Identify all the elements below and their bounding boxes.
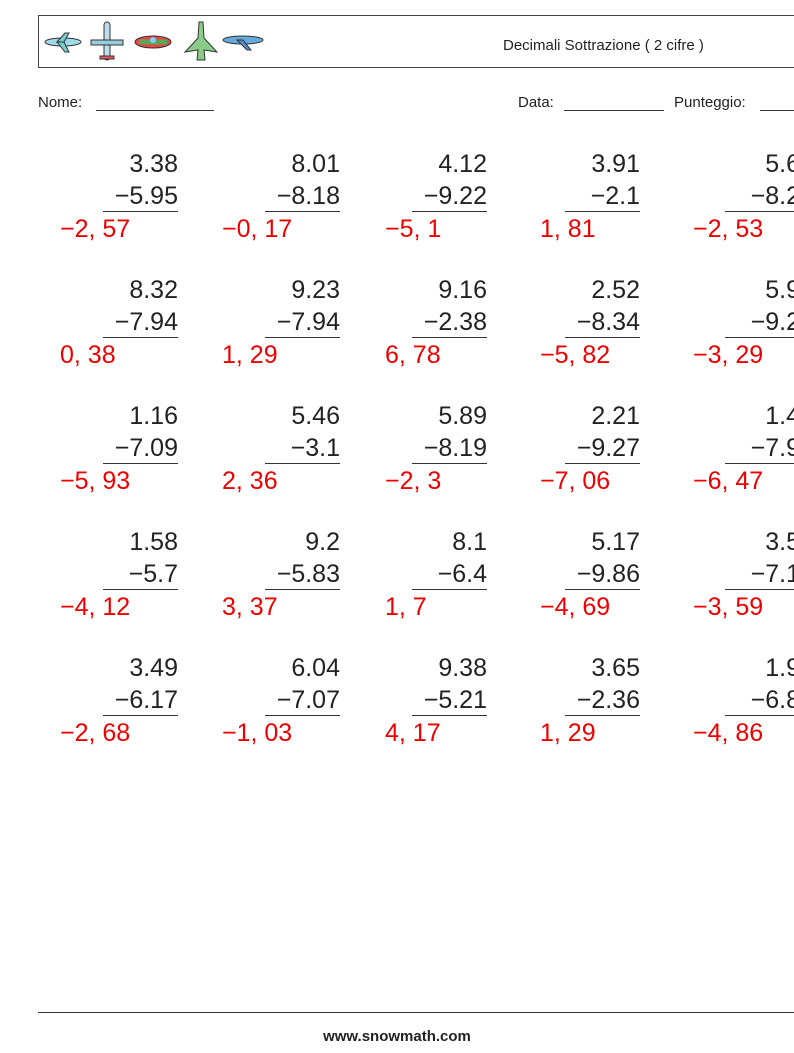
top-number: 6.04 (291, 654, 340, 682)
top-number: 3.65 (591, 654, 640, 682)
top-number: 9.23 (291, 276, 340, 304)
date-line (564, 110, 664, 111)
answer: −5, 93 (60, 467, 131, 495)
top-number: 3.49 (129, 654, 178, 682)
answer: 1, 29 (222, 341, 278, 369)
footer-url: www.snowmath.com (323, 1028, 471, 1045)
worksheet-title: Decimali Sottrazione ( 2 cifre ) (503, 37, 704, 54)
answer: −7, 06 (540, 467, 611, 495)
score-label: Punteggio: (674, 94, 746, 111)
top-number: 5.9 (765, 276, 794, 304)
bottom-number: −7.1 (725, 560, 794, 590)
answer: −5, 1 (385, 215, 442, 243)
top-number: 5.89 (438, 402, 487, 430)
bottom-number: −2.36 (565, 686, 640, 716)
answer: −2, 53 (693, 215, 764, 243)
answer: −1, 03 (222, 719, 293, 747)
answer: 1, 7 (385, 593, 427, 621)
bottom-number: −7.9 (725, 434, 794, 464)
top-number: 8.1 (452, 528, 487, 556)
bottom-number: −6.4 (412, 560, 487, 590)
answer: 1, 81 (540, 215, 596, 243)
bottom-number: −6.17 (103, 686, 178, 716)
bottom-number: −6.8 (725, 686, 794, 716)
answer: 3, 37 (222, 593, 278, 621)
answer: −3, 59 (693, 593, 764, 621)
top-number: 1.16 (129, 402, 178, 430)
answer: 0, 38 (60, 341, 116, 369)
top-number: 8.01 (291, 150, 340, 178)
answer: 2, 36 (222, 467, 278, 495)
header-box (38, 15, 794, 68)
bottom-number: −5.7 (103, 560, 178, 590)
bottom-number: −7.07 (265, 686, 340, 716)
top-number: 3.38 (129, 150, 178, 178)
answer: −2, 3 (385, 467, 442, 495)
top-number: 9.16 (438, 276, 487, 304)
answer: 4, 17 (385, 719, 441, 747)
top-number: 2.21 (591, 402, 640, 430)
bottom-number: −9.2 (725, 308, 794, 338)
score-line (760, 110, 794, 111)
answer: −2, 57 (60, 215, 131, 243)
answer: 6, 78 (385, 341, 441, 369)
bottom-number: −7.94 (265, 308, 340, 338)
top-number: 5.6 (765, 150, 794, 178)
bottom-number: −7.09 (103, 434, 178, 464)
bottom-number: −7.94 (103, 308, 178, 338)
footer-line (38, 1012, 794, 1013)
top-number: 1.4 (765, 402, 794, 430)
date-label: Data: (518, 94, 554, 111)
name-line (96, 110, 214, 111)
bottom-number: −9.22 (412, 182, 487, 212)
top-number: 5.17 (591, 528, 640, 556)
bottom-number: −9.86 (565, 560, 640, 590)
top-number: 9.38 (438, 654, 487, 682)
top-number: 2.52 (591, 276, 640, 304)
answer: 1, 29 (540, 719, 596, 747)
top-number: 1.9 (765, 654, 794, 682)
bottom-number: −5.83 (265, 560, 340, 590)
top-number: 9.2 (305, 528, 340, 556)
bottom-number: −8.2 (725, 182, 794, 212)
bottom-number: −9.27 (565, 434, 640, 464)
answer: −4, 86 (693, 719, 764, 747)
bottom-number: −2.1 (565, 182, 640, 212)
answer: −4, 69 (540, 593, 611, 621)
bottom-number: −5.95 (103, 182, 178, 212)
answer: −2, 68 (60, 719, 131, 747)
bottom-number: −2.38 (412, 308, 487, 338)
answer: −0, 17 (222, 215, 293, 243)
answer: −4, 12 (60, 593, 131, 621)
bottom-number: −8.18 (265, 182, 340, 212)
bottom-number: −8.19 (412, 434, 487, 464)
airplane-icons (44, 21, 264, 61)
top-number: 3.5 (765, 528, 794, 556)
top-number: 3.91 (591, 150, 640, 178)
top-number: 5.46 (291, 402, 340, 430)
answer: −3, 29 (693, 341, 764, 369)
top-number: 8.32 (129, 276, 178, 304)
bottom-number: −8.34 (565, 308, 640, 338)
bottom-number: −3.1 (265, 434, 340, 464)
answer: −5, 82 (540, 341, 611, 369)
answer: −6, 47 (693, 467, 764, 495)
bottom-number: −5.21 (412, 686, 487, 716)
top-number: 4.12 (438, 150, 487, 178)
top-number: 1.58 (129, 528, 178, 556)
name-label: Nome: (38, 94, 83, 111)
